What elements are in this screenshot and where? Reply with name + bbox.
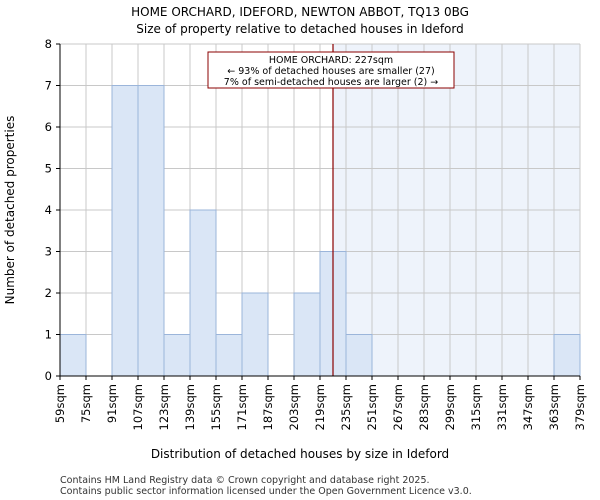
y-tick-label: 3 [45,245,52,259]
x-axis-label: Distribution of detached houses by size … [151,447,449,461]
histogram-bar [553,334,581,377]
chart-subtitle: Size of property relative to detached ho… [136,22,463,36]
y-tick-label: 6 [45,120,52,134]
y-tick-label: 0 [45,369,52,383]
histogram-bar [163,334,191,377]
annotation-larger: 7% of semi-detached houses are larger (2… [224,77,438,88]
x-tick-label: 283sqm [417,384,431,430]
chart-title: HOME ORCHARD, IDEFORD, NEWTON ABBOT, TQ1… [131,5,469,19]
y-tick-label: 7 [45,79,52,93]
x-tick-label: 347sqm [521,384,535,430]
x-tick-label: 171sqm [235,384,249,430]
annotation-title: HOME ORCHARD: 227sqm [269,55,393,66]
histogram-bar [345,334,373,377]
x-tick-label: 203sqm [287,384,301,430]
histogram-bar [241,292,269,377]
x-tick-label: 235sqm [339,384,353,430]
y-tick-label: 5 [45,162,52,176]
x-tick-label: 331sqm [495,384,509,430]
y-tick-label: 8 [45,37,52,51]
x-tick-label: 267sqm [391,384,405,430]
histogram-bar [215,334,243,377]
x-tick-label: 299sqm [443,384,457,430]
x-tick-label: 251sqm [365,384,379,430]
y-axis-label: Number of detached properties [3,116,17,305]
plot-area: 0 1 2 3 4 5 6 7 8 59sqm 75sqm 91sqm 107sqm 123sqm 139s… [45,37,587,430]
histogram-bar [189,209,217,377]
x-tick-label: 91sqm [105,384,119,423]
x-tick-label: 315sqm [469,384,483,430]
x-tick-label: 107sqm [131,384,145,430]
x-tick-label: 219sqm [313,384,327,430]
x-tick-label: 123sqm [157,384,171,430]
x-tick-label: 379sqm [573,384,587,430]
histogram-bar [59,334,87,377]
x-tick-label: 187sqm [261,384,275,430]
x-tick-label: 59sqm [53,384,67,423]
annotation-smaller: ← 93% of detached houses are smaller (27… [227,66,434,77]
histogram-bar [111,85,139,377]
annotation-box [207,51,455,89]
footer-copyright: Contains HM Land Registry data © Crown c… [60,475,430,486]
x-tick-label: 139sqm [183,384,197,430]
histogram-bar [137,85,165,377]
histogram-bar [293,292,321,377]
x-tick-label: 363sqm [547,384,561,430]
x-tick-label: 75sqm [79,384,93,423]
x-tick-label: 155sqm [209,384,223,430]
y-tick-label: 1 [45,328,52,342]
y-tick-label: 2 [45,286,52,300]
y-tick-label: 4 [45,203,52,217]
footer-licence: Contains public sector information licen… [60,486,472,497]
